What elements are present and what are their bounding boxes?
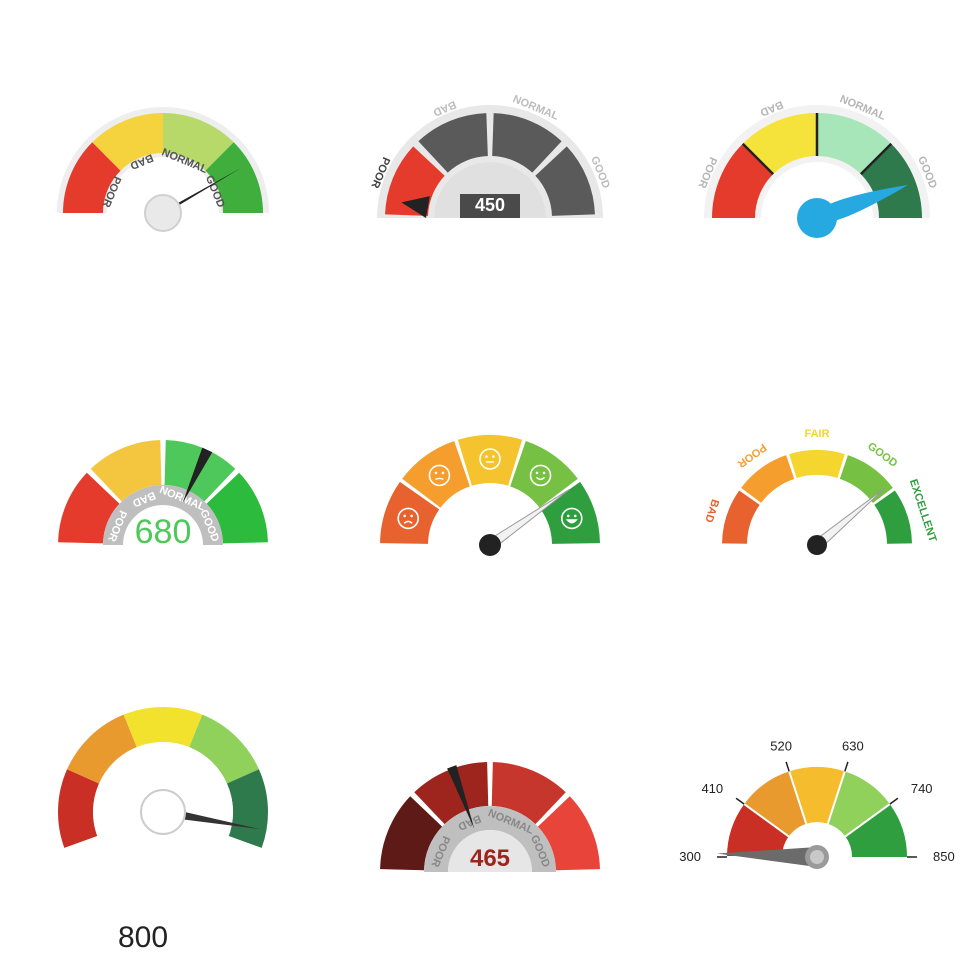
cell-g6: BAD POOR FAIR GOOD EXCELLENT bbox=[653, 327, 980, 654]
cell-g2: POORBADNORMALGOOD450 bbox=[327, 0, 654, 327]
svg-text:850: 850 bbox=[933, 849, 955, 864]
svg-text:300: 300 bbox=[679, 849, 701, 864]
svg-text:EXCELLENT: EXCELLENT bbox=[907, 478, 939, 544]
svg-text:BAD: BAD bbox=[702, 498, 721, 524]
cell-g9: 300 410 520 630 740 850 bbox=[653, 653, 980, 980]
svg-text:FAIR: FAIR bbox=[804, 428, 829, 440]
cell-g8: POORBADNORMALGOOD465 bbox=[327, 653, 654, 980]
svg-text:465: 465 bbox=[470, 845, 510, 872]
svg-text:680: 680 bbox=[135, 513, 192, 551]
svg-text:740: 740 bbox=[911, 780, 933, 795]
cell-g1: POORBADNORMALGOOD bbox=[0, 0, 327, 327]
svg-text:450: 450 bbox=[475, 195, 505, 215]
cell-g7: 800 bbox=[0, 653, 327, 980]
gauge-grid: POORBADNORMALGOOD POORBADNORMALGOOD450 P… bbox=[0, 0, 980, 980]
svg-text:800: 800 bbox=[118, 921, 168, 954]
cell-g3: POORBADNORMALGOOD bbox=[653, 0, 980, 327]
svg-text:POOR: POOR bbox=[735, 441, 768, 470]
svg-text:630: 630 bbox=[842, 738, 864, 753]
svg-text:GOOD: GOOD bbox=[865, 440, 899, 469]
svg-text:520: 520 bbox=[770, 738, 792, 753]
cell-g4: POORBADNORMALGOOD680 bbox=[0, 327, 327, 654]
svg-text:410: 410 bbox=[701, 780, 723, 795]
cell-g5 bbox=[327, 327, 654, 654]
